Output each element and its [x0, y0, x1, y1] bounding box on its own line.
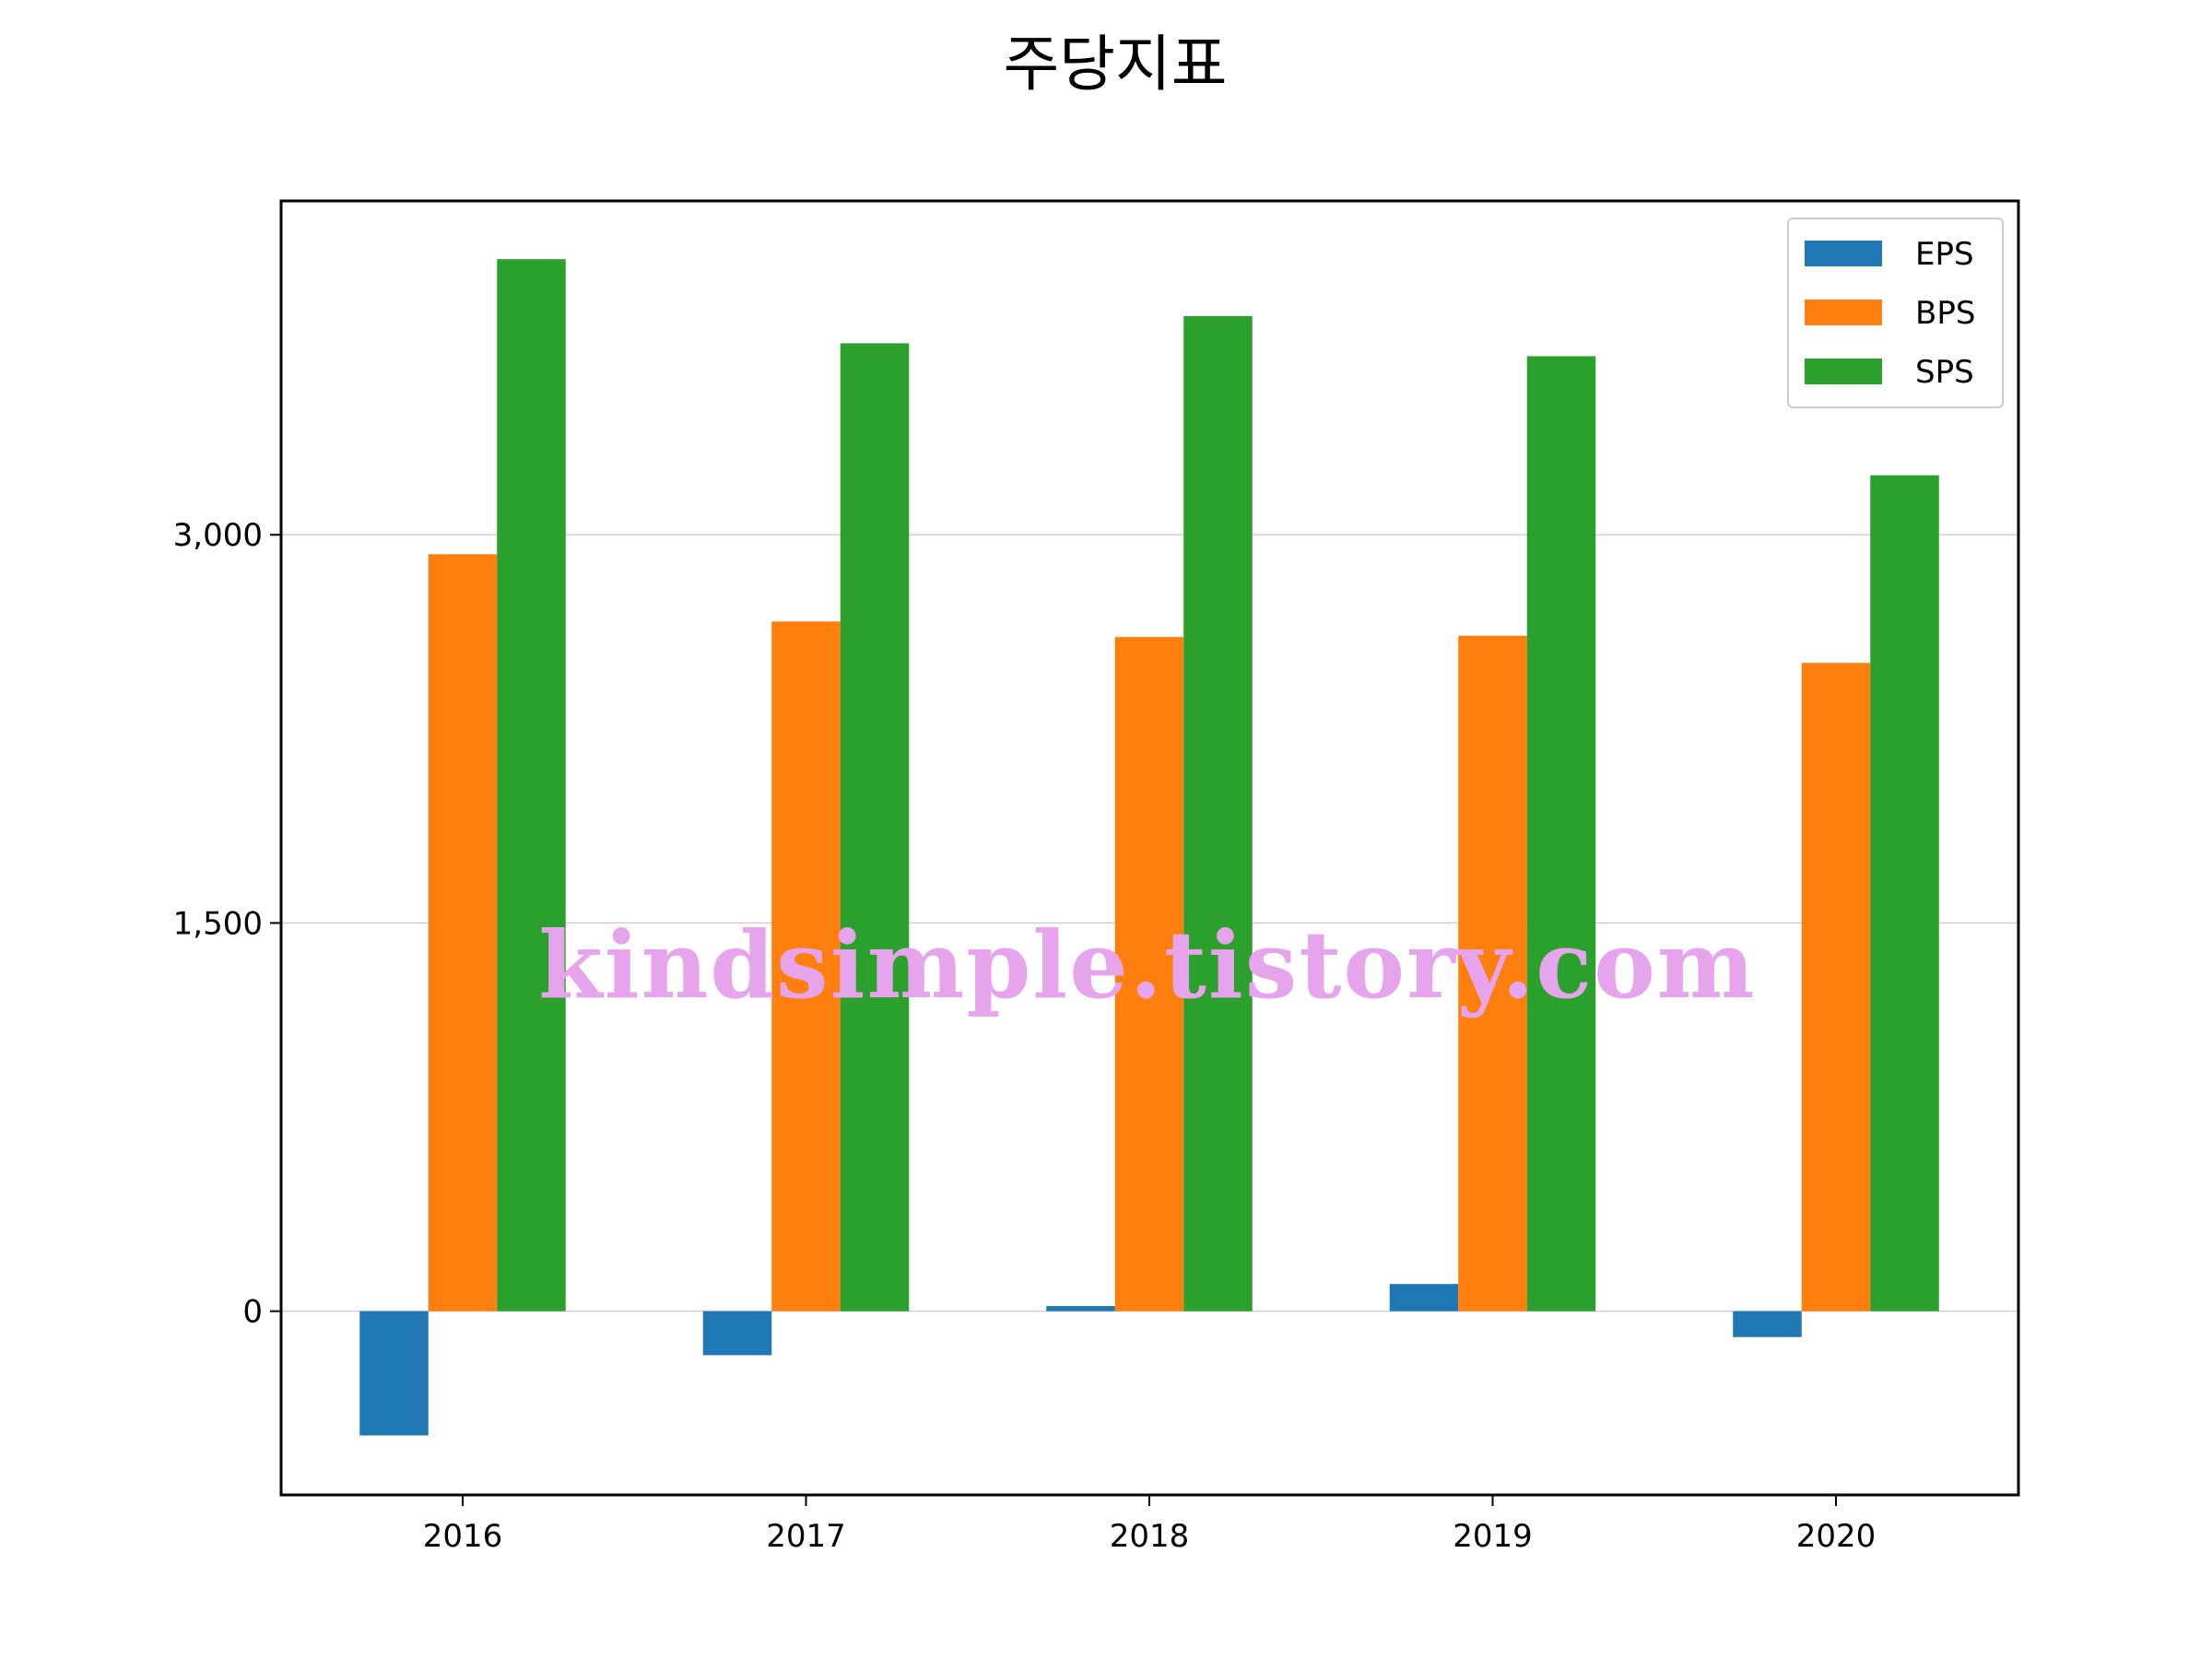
- bar-eps-2017: [702, 1311, 772, 1356]
- bar-eps-2018: [1046, 1306, 1115, 1312]
- bars-layer: [359, 259, 1939, 1436]
- x-tick-label: 2019: [1453, 1518, 1533, 1555]
- legend-label-bps: BPS: [1915, 295, 1975, 332]
- legend: EPS BPS SPS: [1787, 218, 2004, 408]
- x-tick-label: 2018: [1110, 1518, 1190, 1555]
- legend-label-eps: EPS: [1915, 236, 1974, 273]
- watermark: kindsimple.tistory.com: [538, 911, 1756, 1019]
- ticks-layer: 0 1,500 3,000 2016 2017 2018 2019 2020: [173, 517, 1877, 1555]
- legend-swatch-bps: [1805, 300, 1882, 325]
- bar-eps-2020: [1733, 1311, 1802, 1337]
- y-tick-label: 1,500: [173, 905, 263, 942]
- bar-sps-2016: [497, 259, 566, 1312]
- bar-bps-2020: [1801, 663, 1871, 1312]
- bar-bps-2017: [771, 621, 841, 1312]
- legend-swatch-eps: [1805, 241, 1882, 266]
- x-tick-label: 2017: [766, 1518, 846, 1555]
- bar-bps-2016: [428, 554, 498, 1312]
- y-tick-label: 3,000: [173, 517, 263, 554]
- legend-swatch-sps: [1805, 359, 1882, 384]
- y-tick-label: 0: [242, 1294, 263, 1331]
- legend-label-sps: SPS: [1915, 354, 1974, 391]
- bar-sps-2017: [840, 343, 910, 1312]
- bar-eps-2016: [359, 1311, 429, 1436]
- x-tick-label: 2020: [1796, 1518, 1877, 1555]
- bar-sps-2018: [1183, 315, 1253, 1312]
- chart-title: 주당지표: [1004, 29, 1228, 100]
- bar-sps-2020: [1870, 475, 1939, 1312]
- x-tick-label: 2016: [423, 1518, 503, 1555]
- bar-eps-2019: [1389, 1284, 1459, 1312]
- bar-bps-2019: [1458, 635, 1527, 1312]
- bar-sps-2019: [1526, 356, 1596, 1312]
- bar-bps-2018: [1114, 637, 1184, 1312]
